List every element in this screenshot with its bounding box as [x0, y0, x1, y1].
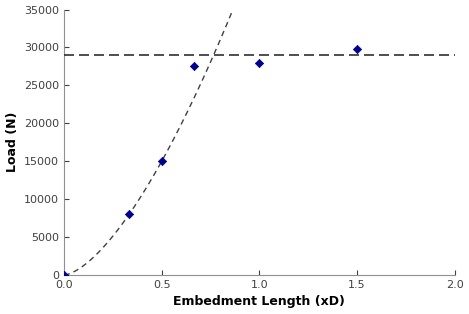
X-axis label: Embedment Length (xD): Embedment Length (xD) [174, 295, 345, 308]
Y-axis label: Load (N): Load (N) [6, 112, 19, 172]
Point [61, 273, 68, 278]
Point [125, 212, 133, 217]
Point [190, 64, 198, 69]
Point [353, 46, 361, 51]
Point [158, 159, 166, 164]
Point [256, 60, 263, 65]
